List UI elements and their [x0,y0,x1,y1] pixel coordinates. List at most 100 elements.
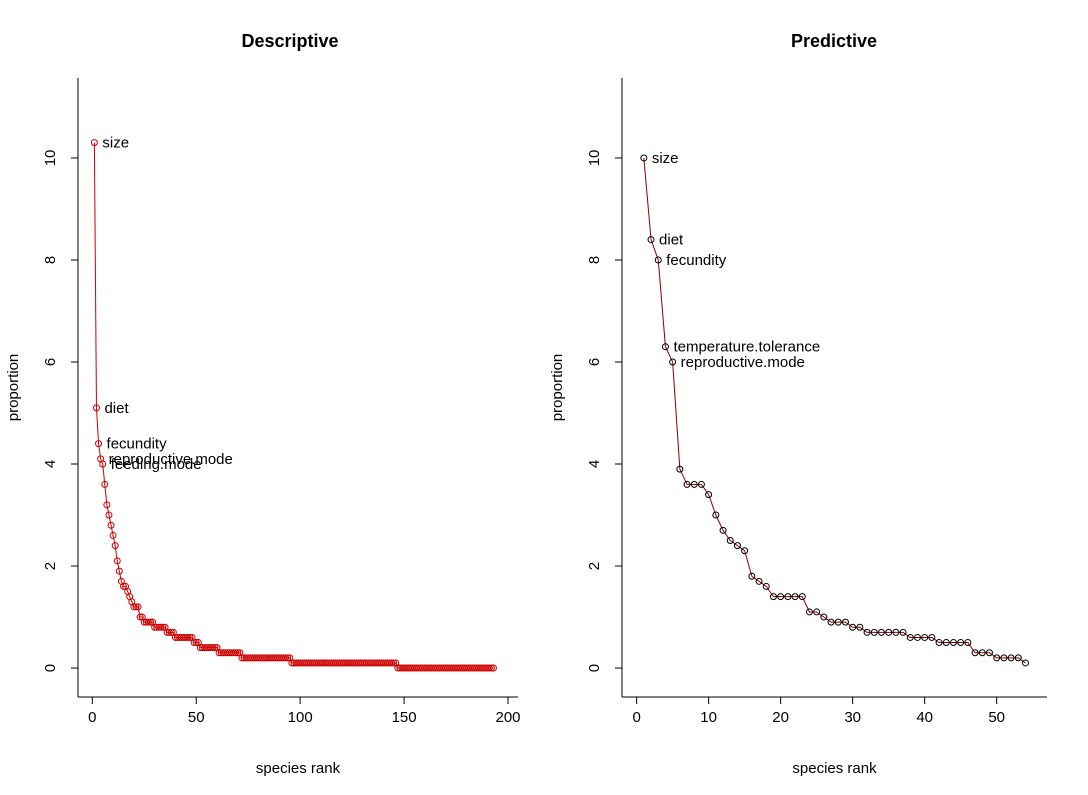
y-axis-label: proportion [549,354,566,422]
x-tick-label: 50 [988,709,1005,726]
y-tick-label: 0 [586,664,603,672]
data-point [892,628,900,636]
data-point [683,480,691,488]
data-point [870,628,878,636]
predictive-panel: Predictive 0 10 20 30 40 50 0 2 4 6 8 10 species rank… [549,31,1047,777]
data-point [159,623,167,631]
data-point [1000,654,1008,662]
point-label: diet [104,400,129,417]
data-point [733,542,741,550]
data-point [485,664,493,672]
y-tick-label: 4 [42,460,59,468]
x-tick-label: 40 [916,709,933,726]
data-point [190,639,198,647]
data-point [1021,659,1029,667]
x-tick-label: 0 [88,709,96,726]
data-point [791,593,799,601]
data-point [863,628,871,636]
data-point [805,608,813,616]
data-point [820,613,828,621]
data-point [1014,654,1022,662]
data-point [113,557,121,565]
data-point [167,628,175,636]
data-point [390,659,398,667]
y-tick-label: 6 [586,358,603,366]
data-point [841,618,849,626]
data-point [690,480,698,488]
data-point [165,628,173,636]
y-tick-label: 10 [42,150,59,167]
data-point [487,664,495,672]
data-point [697,480,705,488]
data-point [899,628,907,636]
data-point [712,511,720,519]
data-point [827,618,835,626]
data-point [157,623,165,631]
data-point [144,618,152,626]
x-axis-label: species rank [792,760,877,777]
data-point [769,593,777,601]
data-point [957,639,965,647]
data-point [388,659,396,667]
x-tick-label: 50 [188,709,205,726]
data-point [935,639,943,647]
data-point [705,491,713,499]
data-point [211,644,219,652]
y-tick-label: 2 [42,562,59,570]
data-point [784,593,792,601]
y-tick-label: 2 [586,562,603,570]
data-point [964,639,972,647]
data-point [719,526,727,534]
data-point [99,460,107,468]
point-label: fecundity [107,436,168,453]
data-point [234,649,242,657]
chart-title: Descriptive [241,31,338,51]
data-point [103,501,111,509]
data-point [284,654,292,662]
data-point [993,654,1001,662]
data-point [1007,654,1015,662]
data-point [282,654,290,662]
data-point [186,633,194,641]
data-point [755,577,763,585]
data-point [184,633,192,641]
x-axis-label: species rank [256,760,341,777]
x-tick-label: 150 [392,709,417,726]
data-point [942,639,950,647]
data-point [192,639,200,647]
data-point [921,633,929,641]
data-point [669,358,677,366]
data-point [661,343,669,351]
y-tick-label: 0 [42,664,59,672]
x-tick-label: 100 [288,709,313,726]
data-point [913,633,921,641]
data-point [111,542,119,550]
point-label: temperature.tolerance [673,339,820,356]
data-point [130,603,138,611]
data-point [762,582,770,590]
data-point [834,618,842,626]
data-point [877,628,885,636]
y-tick-label: 4 [586,460,603,468]
point-label: feeding.mode [111,456,202,473]
point-label: diet [659,232,684,249]
data-point [849,623,857,631]
data-point [647,236,655,244]
point-label: fecundity [666,252,727,269]
y-tick-label: 8 [586,256,603,264]
data-point [978,649,986,657]
chart-title: Predictive [791,31,877,51]
data-point [109,531,117,539]
data-point [748,572,756,580]
data-point [115,567,123,575]
data-point [209,644,217,652]
point-label: reproductive.mode [109,451,233,468]
data-point [676,465,684,473]
data-point [119,582,127,590]
data-point [949,639,957,647]
data-point [232,649,240,657]
data-point [777,593,785,601]
data-point [489,664,497,672]
x-tick-label: 20 [772,709,789,726]
